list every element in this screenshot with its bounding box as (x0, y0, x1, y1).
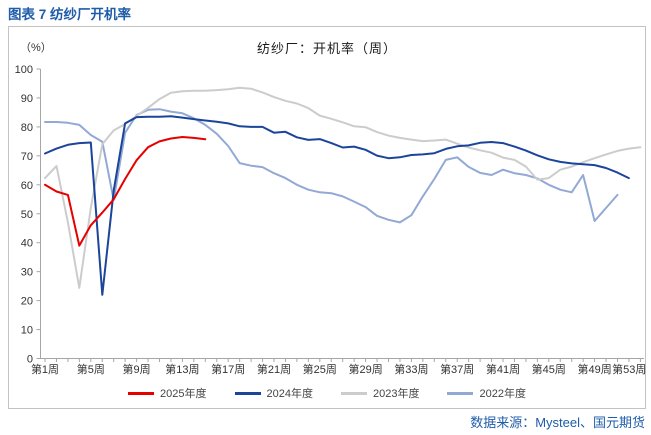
x-tick-label: 第21周 (257, 362, 291, 376)
legend-label: 2023年度 (373, 388, 420, 400)
y-tick-label: 50 (21, 209, 33, 221)
x-tick-label: 第9周 (123, 362, 151, 376)
data-source: 数据来源：Mysteel、国元期货 (470, 415, 645, 430)
x-tick-label: 第41周 (486, 362, 520, 376)
x-tick-label: 第1周 (31, 362, 59, 376)
y-tick-label: 20 (21, 296, 33, 308)
legend-swatch (234, 391, 261, 395)
y-axis-unit-label: （%） (20, 42, 52, 54)
y-tick-label: 80 (21, 122, 33, 134)
x-tick-label: 第33周 (394, 362, 428, 376)
y-tick-label: 70 (21, 151, 33, 163)
y-tick-label: 30 (21, 267, 33, 279)
series-line-2024年度 (44, 115, 630, 296)
legend-item-2023年度: 2023年度 (341, 385, 419, 401)
y-tick-label: 40 (21, 238, 33, 250)
x-tick-label: 第5周 (77, 362, 105, 376)
y-tick-label: 90 (21, 93, 33, 105)
y-tick-label: 0 (27, 354, 33, 366)
chart-title: 纺纱厂：开机率（周） (256, 41, 397, 56)
legend-swatch (128, 391, 155, 395)
x-tick-label: 第49周 (577, 362, 611, 376)
x-tick-label: 第25周 (303, 362, 337, 376)
x-tick-label: 第17周 (211, 362, 245, 376)
figure-title: 图表 7 纺纱厂开机率 (8, 7, 132, 22)
x-tick-label: 第29周 (348, 362, 382, 376)
x-tick-label: 第53周 (612, 362, 646, 376)
x-tick-label: 第45周 (532, 362, 566, 376)
legend-item-2024年度: 2024年度 (234, 385, 313, 401)
legend-item-2025年度: 2025年度 (128, 385, 207, 401)
legend: 2025年度 2024年度 2023年度 2022年度 (9, 385, 645, 401)
legend-swatch (447, 391, 474, 395)
series-line-2025年度 (44, 136, 207, 247)
x-tick-label: 第13周 (165, 362, 199, 376)
legend-item-2022年度: 2022年度 (447, 385, 526, 401)
series-line-2023年度 (44, 86, 642, 289)
y-tick-label: 60 (21, 180, 33, 192)
series-line-2022年度 (44, 108, 619, 224)
x-tick-label: 第37周 (440, 362, 474, 376)
legend-label: 2022年度 (479, 388, 526, 400)
legend-swatch (341, 391, 367, 395)
chart-container: 纺纱厂：开机率（周） （%） 2025年度 2024年度 2023年度 2022年度 (8, 26, 646, 409)
legend-label: 2024年度 (266, 388, 313, 400)
y-tick-label: 100 (15, 64, 33, 76)
y-tick-label: 10 (21, 325, 33, 337)
legend-label: 2025年度 (160, 388, 207, 400)
